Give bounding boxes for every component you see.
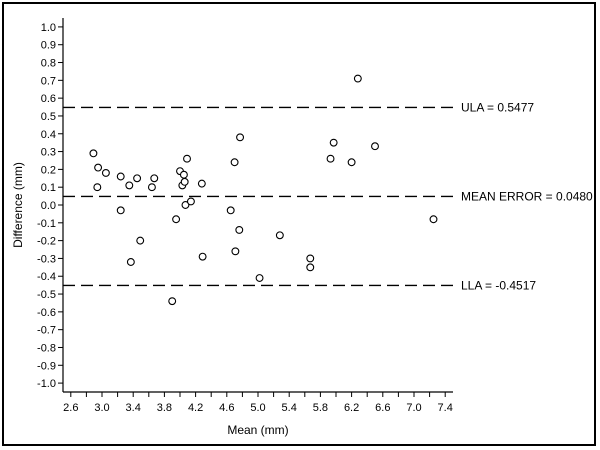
data-point [150,174,159,183]
data-point [94,163,103,172]
x-tick-label: 5.4 [282,402,297,414]
x-tick-label: 4.6 [219,402,234,414]
y-tick-label: -0.1 [37,218,56,230]
y-ticks: 1.0 0.9 0.8 0.7 0.6 0.5 0.4 0.3 0.2 0.1 0.0 -0.1 -0.… [37,22,63,390]
reference-line-label: MEAN ERROR = 0.0480 [461,189,593,203]
data-point [133,174,142,183]
reference-line-label: LLA = -0.4517 [461,278,536,292]
y-tick-label: 0.7 [41,75,56,87]
y-tick-label: 0.0 [41,200,56,212]
reference-line-label: ULA = 0.5477 [461,100,534,114]
x-tick-label: 4.2 [188,402,203,414]
data-point [116,172,125,181]
y-tick-label: 0.9 [41,40,56,52]
data-point [306,254,315,263]
data-point [147,183,156,192]
data-point [179,170,188,179]
reference-lines: ULA = 0.5477 MEAN ERROR = 0.0480 LLA = -0.… [63,100,593,292]
y-tick-label: -0.8 [37,342,56,354]
data-point [353,74,362,83]
y-tick-label: 0.4 [41,129,56,141]
y-tick-label: 1.0 [41,22,56,34]
y-tick-label: 0.5 [41,111,56,123]
x-tick-label: 3.0 [94,402,109,414]
y-tick-label: 0.1 [41,182,56,194]
data-point [183,154,191,163]
data-point [255,274,264,282]
x-tick-label: 3.4 [126,402,141,414]
data-point [236,133,245,142]
x-tick-label: 5.8 [313,402,328,414]
y-tick-label: -0.5 [37,289,56,301]
data-point [197,179,206,188]
data-point [172,215,181,224]
data-point [371,142,379,151]
x-ticks: 2.6 3.0 3.4 3.8 4.2 4.6 5.0 5.4 5.8 6.2 6.6 7.0 7.4 [63,392,453,414]
data-point [230,158,239,167]
x-tick-label: 7.4 [438,402,453,414]
y-tick-label: 0.3 [41,147,56,159]
y-tick-label: 0.8 [41,58,56,70]
data-point [231,247,240,256]
x-tick-label: 6.6 [375,402,390,414]
data-point [180,177,189,186]
figure-frame [2,2,596,446]
data-point [93,183,102,192]
data-point [181,201,190,209]
y-tick-label: 0.2 [41,164,56,176]
data-point [329,138,338,147]
x-tick-label: 3.8 [157,402,172,414]
data-point [326,154,335,163]
data-point [89,149,98,158]
data-point [125,181,134,190]
data-point [347,158,356,167]
data-point [116,206,125,215]
data-point [136,236,145,245]
x-tick-label: 5.0 [250,402,265,414]
y-tick-label: -1.0 [37,378,56,390]
y-tick-label: -0.6 [37,307,56,319]
y-tick-label: 0.6 [41,93,56,105]
y-tick-label: -0.9 [37,360,56,372]
y-tick-label: -0.2 [37,236,56,248]
y-tick-label: -0.4 [37,271,56,283]
data-point [168,297,177,306]
data-point [101,168,110,177]
data-point [126,258,135,266]
data-point [226,206,235,215]
data-point [306,263,315,272]
y-axis-title: Difference (mm) [11,162,25,248]
y-tick-label: -0.3 [37,253,56,265]
y-tick-label: -0.7 [37,325,56,337]
data-point [275,231,284,240]
axes [62,18,453,393]
x-tick-label: 7.0 [406,402,421,414]
data-point [235,225,244,234]
data-points [89,74,438,306]
x-tick-label: 6.2 [344,402,359,414]
data-point [186,197,195,206]
x-tick-label: 2.6 [63,402,78,414]
x-axis-title: Mean (mm) [227,423,288,437]
data-point [429,215,438,224]
data-point [198,252,207,261]
